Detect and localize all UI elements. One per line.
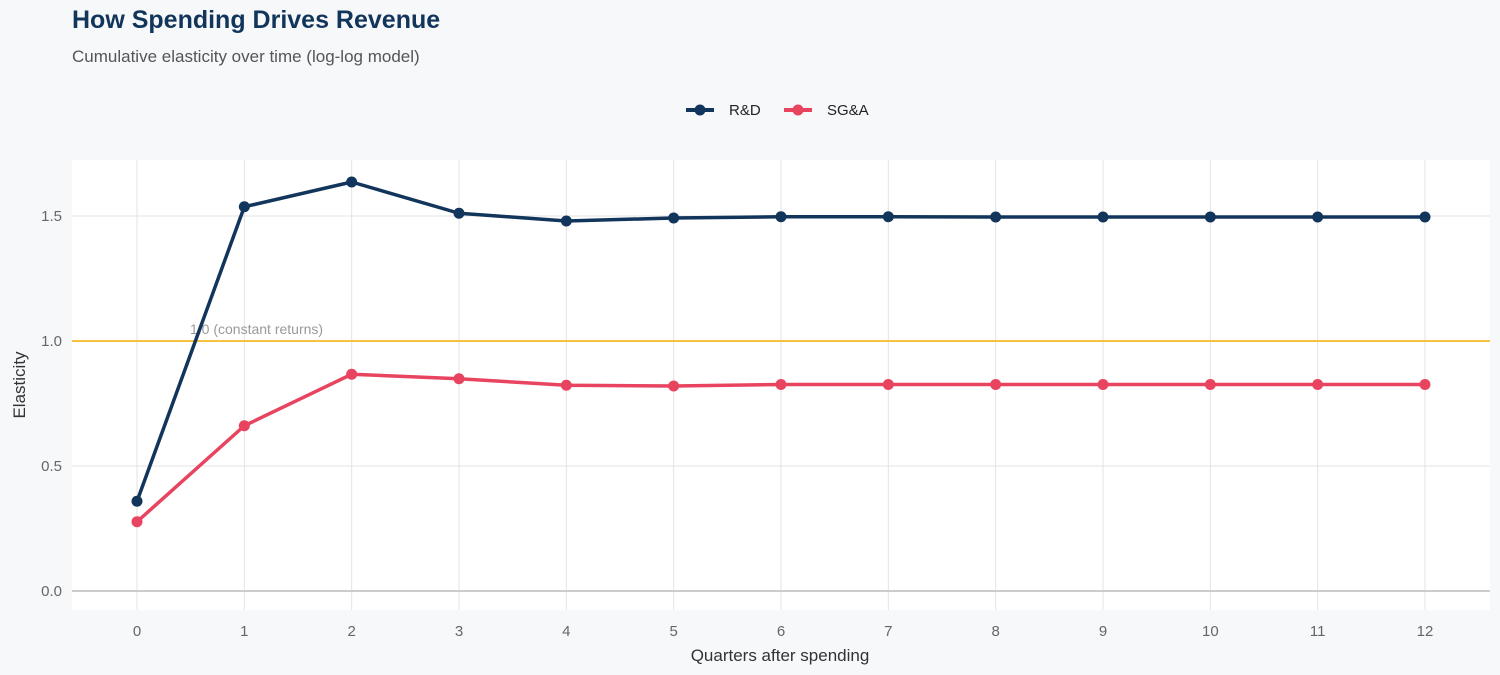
x-tick-label: 11 — [1310, 623, 1326, 640]
data-point — [560, 379, 572, 391]
data-point — [238, 201, 250, 213]
data-point — [1312, 379, 1324, 390]
reference-line-label: 1.0 (constant returns) — [190, 321, 323, 337]
x-tick-label: 5 — [669, 623, 677, 640]
x-tick-label: 10 — [1202, 623, 1219, 640]
legend-key-point — [694, 104, 706, 116]
chart-subtitle: Cumulative elasticity over time (log-log… — [72, 47, 420, 66]
data-point — [1204, 379, 1216, 390]
x-tick-label: 7 — [884, 623, 892, 640]
data-point — [346, 176, 358, 188]
x-tick-label: 12 — [1417, 623, 1434, 640]
data-point — [346, 368, 358, 380]
x-tick-label: 6 — [777, 623, 785, 640]
legend-label: R&D — [729, 102, 761, 119]
x-axis-label: Quarters after spending — [691, 646, 870, 665]
data-point — [882, 211, 894, 223]
x-tick-label: 4 — [562, 623, 570, 640]
y-tick-label: 1.0 — [41, 333, 62, 350]
data-point — [1097, 379, 1109, 390]
data-point — [990, 379, 1002, 390]
data-point — [1204, 211, 1216, 223]
chart-title: How Spending Drives Revenue — [72, 6, 441, 34]
x-tick-label: 2 — [347, 623, 355, 640]
data-point — [775, 211, 787, 223]
x-tick-label: 3 — [455, 623, 463, 640]
x-tick-label: 9 — [1099, 623, 1107, 640]
data-point — [990, 211, 1002, 223]
x-tick-label: 8 — [991, 623, 999, 640]
data-point — [775, 379, 787, 390]
data-point — [453, 373, 465, 385]
y-axis-label: Elasticity — [10, 351, 29, 419]
data-point — [131, 516, 143, 528]
x-tick-label: 1 — [240, 623, 248, 640]
y-tick-label: 0.5 — [41, 458, 62, 475]
data-point — [131, 495, 143, 507]
data-point — [882, 379, 894, 390]
data-point — [1419, 379, 1431, 390]
legend-label: SG&A — [827, 102, 869, 119]
data-point — [1312, 211, 1324, 223]
data-point — [238, 420, 250, 432]
data-point — [1097, 211, 1109, 223]
x-tick-label: 0 — [133, 623, 141, 640]
data-point — [1419, 211, 1431, 223]
legend-key-point — [792, 104, 804, 116]
data-point — [668, 212, 680, 224]
data-point — [560, 215, 572, 227]
data-point — [453, 207, 465, 219]
data-point — [668, 380, 680, 392]
y-tick-label: 0.0 — [41, 583, 62, 600]
y-tick-label: 1.5 — [41, 208, 62, 225]
